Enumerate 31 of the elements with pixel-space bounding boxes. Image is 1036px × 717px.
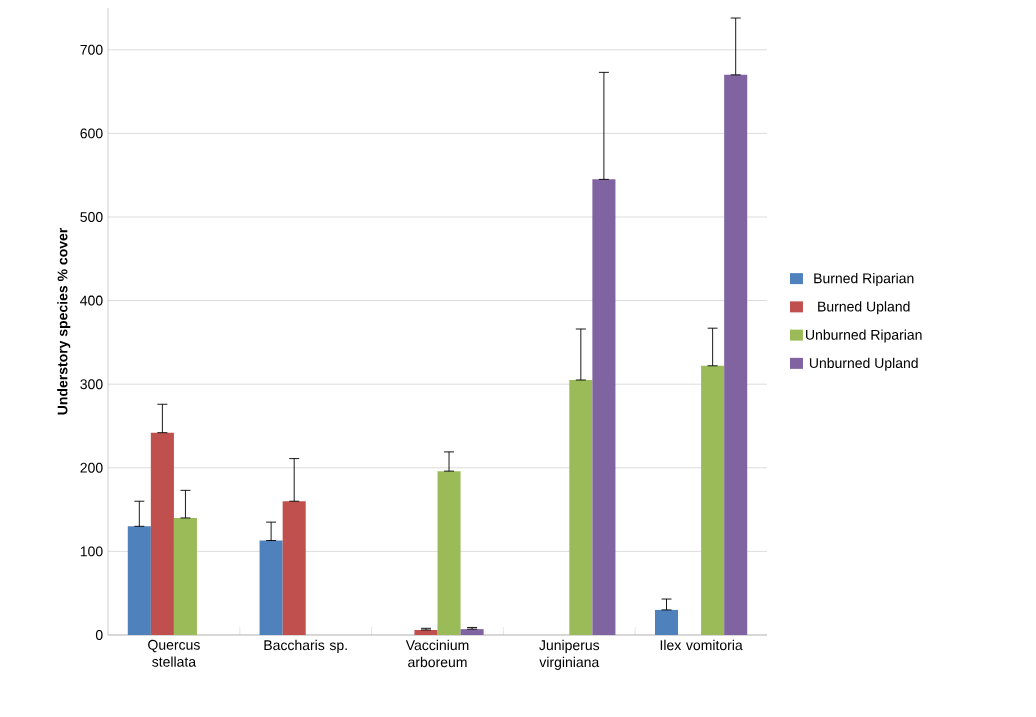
y-tick-label: 400 [80,295,103,306]
bar [127,526,151,635]
bar [724,74,748,635]
legend-label: Burned Upland [818,301,910,315]
x-tick-label: Vaccinium arboreum [405,639,469,668]
bar [701,365,725,635]
bar [460,629,484,635]
legend-label: Burned Riparian [814,273,914,287]
y-tick-label: 0 [95,630,103,640]
x-tick-label: Quercus stellata [148,639,200,667]
bar [592,179,616,635]
legend-label: Unburned Riparian [806,329,922,343]
x-tick-label: Baccharis sp. [264,639,347,653]
bar [569,380,593,635]
bar [282,501,306,635]
y-axis-title: Understory species % cover [57,227,71,415]
bar [259,540,283,635]
y-tick-label: 600 [80,128,103,139]
bar [437,471,461,635]
x-tick-label: Juniperus virginiana [539,639,600,670]
legend-label: Unburned Upland [809,357,918,371]
y-tick-label: 700 [80,44,103,55]
y-tick-label: 500 [80,212,103,222]
y-tick-label: 300 [80,379,103,390]
bar [654,609,679,635]
y-tick-label: 100 [80,546,103,557]
bar [150,432,174,635]
bar [414,629,438,635]
bar [173,517,197,635]
y-tick-label: 200 [80,462,103,473]
x-tick-label: Ilex vomitoria [660,639,743,651]
